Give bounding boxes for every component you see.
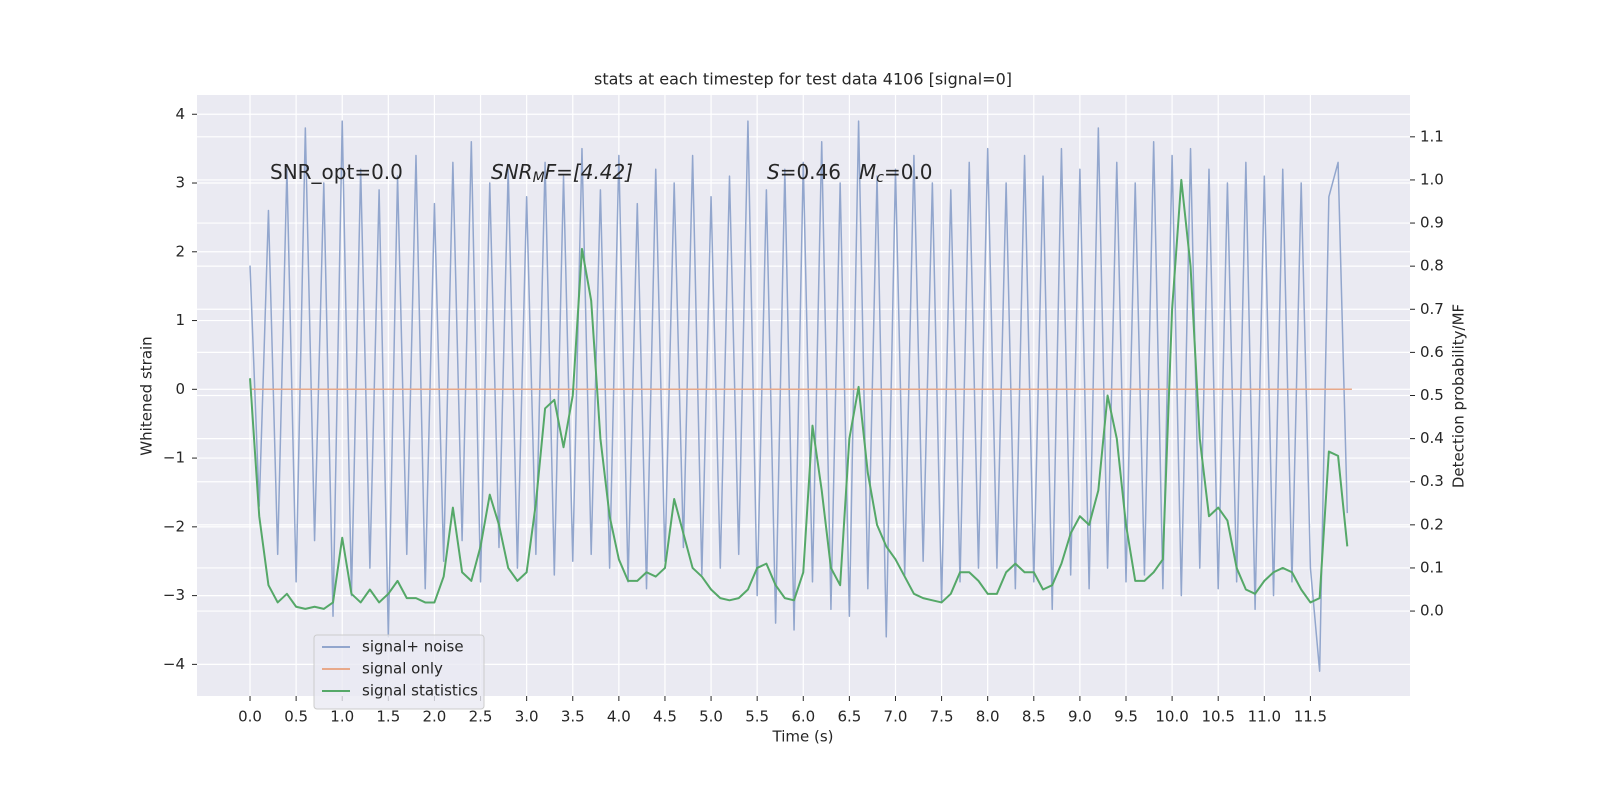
y2-tick-label: 0.2 (1420, 515, 1444, 533)
x-tick-label: 3.5 (561, 708, 585, 726)
y-tick-label: 0 (175, 380, 185, 398)
x-tick-label: 4.0 (607, 708, 631, 726)
annotation-text: =0.0 (884, 160, 933, 184)
x-tick-label: 1.5 (376, 708, 400, 726)
y-tick-label: 1 (175, 311, 185, 329)
y2-tick-label: 0.7 (1420, 300, 1444, 318)
x-tick-label: 11.5 (1294, 708, 1327, 726)
x-tick-label: 6.0 (791, 708, 815, 726)
x-tick-label: 7.0 (884, 708, 908, 726)
x-tick-label: 2.5 (469, 708, 493, 726)
annotation-text: SNR_opt=0.0 (270, 160, 403, 184)
y-tick-label: 2 (175, 242, 185, 260)
chart-title: stats at each timestep for test data 410… (594, 70, 1012, 89)
x-tick-label: 1.0 (330, 708, 354, 726)
y2-tick-label: 0.8 (1420, 257, 1444, 275)
annotation-text: F=[4.42] (545, 160, 633, 184)
y-tick-label: 3 (175, 174, 185, 192)
y2-tick-label: 0.9 (1420, 214, 1444, 232)
y2-tick-label: 1.1 (1420, 127, 1444, 145)
x-tick-label: 8.0 (976, 708, 1000, 726)
y2-tick-label: 0.6 (1420, 343, 1444, 361)
annotation: S=0.46 (767, 160, 841, 184)
legend-label: signal+ noise (362, 638, 464, 656)
annotation-text: S (767, 160, 780, 184)
y2-tick-label: 1.0 (1420, 170, 1444, 188)
x-tick-label: 6.5 (837, 708, 861, 726)
y2-tick-label: 0.3 (1420, 472, 1444, 490)
x-tick-label: 7.5 (930, 708, 954, 726)
x-tick-label: 9.0 (1068, 708, 1092, 726)
annotation: SNR_opt=0.0 (270, 160, 403, 184)
series-line (249, 178, 1349, 610)
y2-axis-label: Detection probability/MF (1450, 304, 1468, 488)
x-axis-label: Time (s) (772, 728, 834, 746)
annotation-text: c (876, 170, 884, 186)
legend: signal+ noise signal only signal statistic… (313, 634, 485, 710)
x-tick-label: 5.5 (745, 708, 769, 726)
x-tick-label: 4.5 (653, 708, 677, 726)
y-axis-label: Whitened strain (138, 336, 156, 455)
y-tick-label: −1 (163, 449, 185, 467)
y-tick-label: −4 (163, 655, 185, 673)
legend-label: signal only (362, 660, 443, 678)
annotation-text: F=[4.42] (545, 160, 633, 184)
legend-label: signal statistics (362, 682, 478, 700)
x-tick-label: 9.5 (1114, 708, 1138, 726)
y2-tick-label: 0.1 (1420, 558, 1444, 576)
x-tick-label: 5.0 (699, 708, 723, 726)
y-tick-label: 4 (175, 105, 185, 123)
x-tick-label: 11.0 (1248, 708, 1281, 726)
y-tick-label: −3 (163, 586, 185, 604)
y2-tick-label: 0.5 (1420, 386, 1444, 404)
legend-box (313, 634, 485, 710)
annotation-text: SNR (491, 160, 533, 184)
y2-tick-label: 0.4 (1420, 429, 1444, 447)
marks (249, 120, 1352, 672)
x-tick-label: 0.0 (238, 708, 262, 726)
x-tick-label: 8.5 (1022, 708, 1046, 726)
x-tick-label: 10.5 (1202, 708, 1235, 726)
x-tick-label: 3.0 (515, 708, 539, 726)
annotation-text: M (859, 160, 876, 184)
annotation: SNRMF=[4.42] (491, 160, 633, 187)
y2-tick-label: 0.0 (1420, 602, 1444, 620)
x-tick-label: 10.0 (1155, 708, 1188, 726)
x-tick-label: 0.5 (284, 708, 308, 726)
x-tick-label: 2.0 (423, 708, 447, 726)
annotation-text: =0.46 (780, 160, 841, 184)
annotation: Mc=0.0 (859, 160, 933, 187)
annotation-text: M (533, 170, 545, 186)
y-tick-label: −2 (163, 517, 185, 535)
